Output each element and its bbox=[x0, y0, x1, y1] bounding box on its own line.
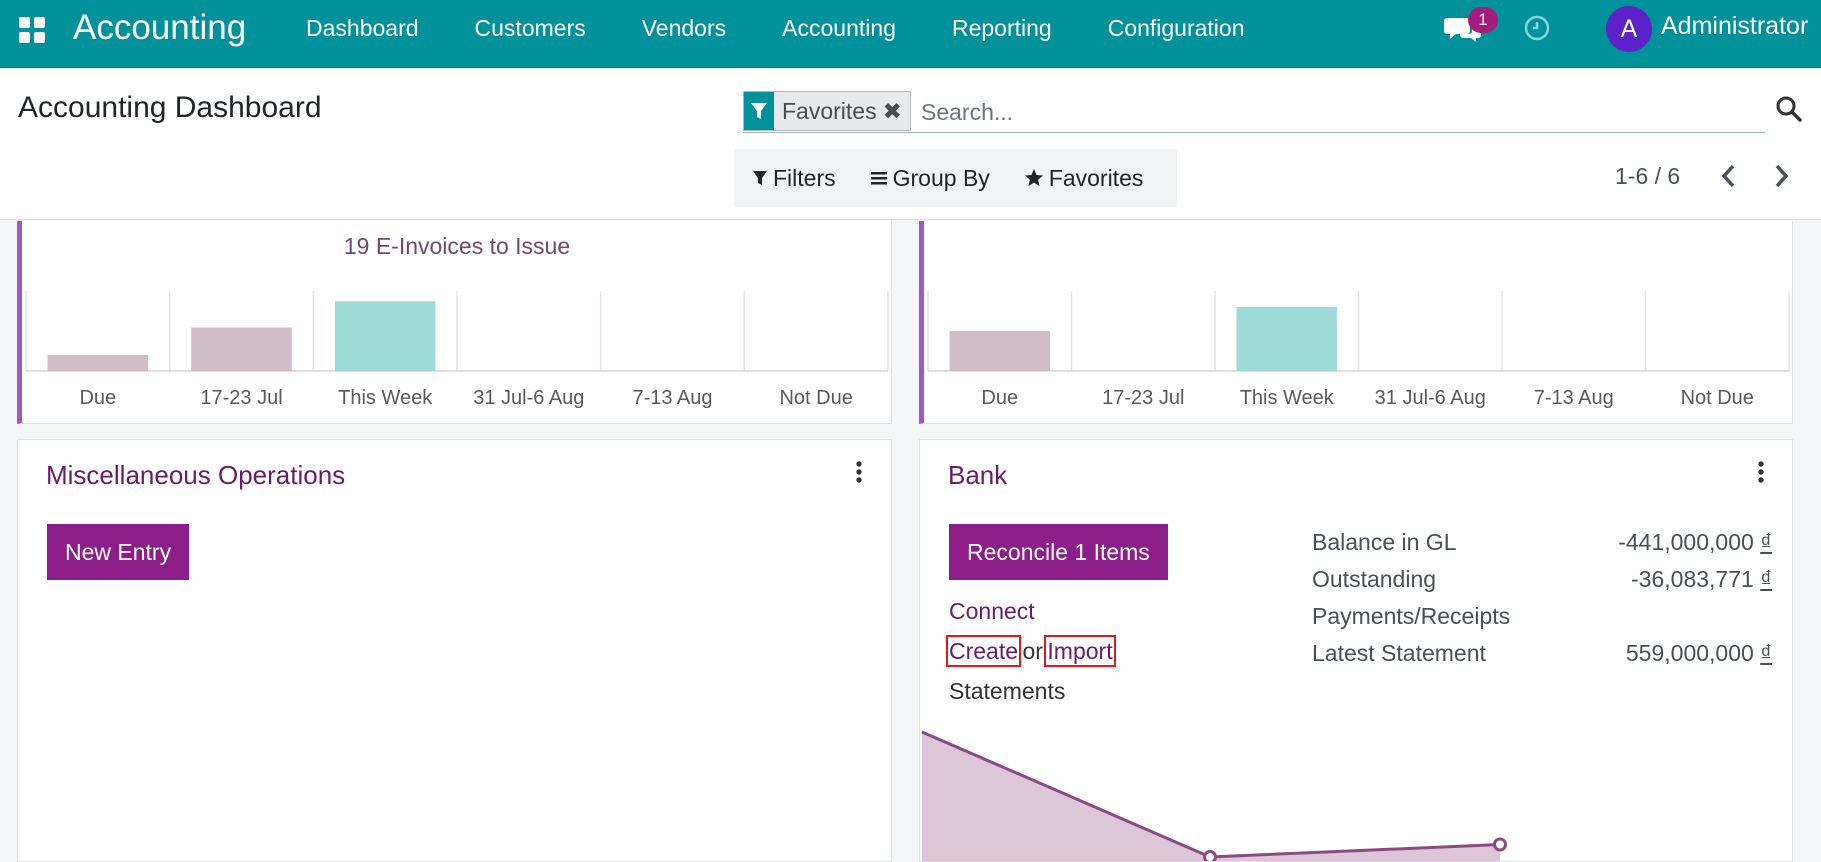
journal-card-sales: 19 E-Invoices to Issue Due 17-23 Jul This … bbox=[17, 221, 892, 424]
x-tick-label: Due bbox=[79, 387, 116, 409]
apps-grid-icon[interactable] bbox=[18, 16, 46, 44]
outstanding-row: Outstanding Payments/Receipts -36,083,77… bbox=[1312, 561, 1772, 635]
latest-statement-label: Latest Statement bbox=[1312, 640, 1486, 666]
currency-symbol: ₫ bbox=[1760, 640, 1772, 666]
statements-text: Statements bbox=[949, 678, 1066, 704]
x-tick-label: Due bbox=[981, 387, 1018, 409]
pager-value[interactable]: 1-6 / 6 bbox=[1615, 163, 1681, 189]
favorites-button[interactable]: Favorites bbox=[1024, 164, 1144, 192]
balance-amount: -441,000,000 bbox=[1618, 529, 1754, 555]
connect-link[interactable]: Connect bbox=[949, 598, 1035, 624]
chevron-right-icon[interactable] bbox=[1768, 161, 1794, 191]
facet-label: Favorites bbox=[782, 98, 877, 124]
currency-symbol: ₫ bbox=[1760, 529, 1772, 555]
facet-remove-icon[interactable]: ✖ bbox=[882, 98, 902, 124]
aging-bar-chart: Due 17-23 Jul This Week 31 Jul-6 Aug 7-13 Au… bbox=[25, 291, 889, 409]
group-by-button[interactable]: Group By bbox=[870, 165, 990, 192]
einvoices-link[interactable]: 19 E-Invoices to Issue bbox=[343, 233, 571, 259]
bar[interactable] bbox=[191, 327, 292, 371]
favorites-label: Favorites bbox=[1048, 164, 1144, 191]
star-icon bbox=[1024, 169, 1043, 186]
top-navbar: Accounting Dashboard Customers Vendors A… bbox=[0, 0, 1821, 68]
balance-row: Balance in GL -441,000,000 ₫ bbox=[1312, 524, 1772, 561]
x-tick-label: This Week bbox=[1240, 387, 1335, 409]
main-menu: Dashboard Customers Vendors Accounting R… bbox=[306, 0, 1273, 56]
balance-value[interactable]: -441,000,000 ₫ bbox=[1618, 524, 1772, 561]
x-tick-label: 17-23 Jul bbox=[200, 387, 282, 409]
menu-vendors[interactable]: Vendors bbox=[641, 15, 727, 41]
x-tick-label: Not Due bbox=[779, 387, 852, 409]
latest-statement-value[interactable]: 559,000,000 ₫ bbox=[1626, 635, 1772, 672]
data-point[interactable] bbox=[1493, 837, 1507, 852]
filter-icon bbox=[753, 171, 767, 185]
currency-symbol: ₫ bbox=[1760, 566, 1772, 592]
area-fill bbox=[922, 732, 1500, 861]
create-link[interactable]: Create bbox=[945, 635, 1022, 667]
menu-customers[interactable]: Customers bbox=[474, 15, 586, 41]
journal-card-misc: Miscellaneous Operations New Entry bbox=[17, 439, 892, 862]
latest-statement-amount: 559,000,000 bbox=[1625, 640, 1754, 666]
latest-statement-row: Latest Statement 559,000,000 ₫ bbox=[1312, 635, 1772, 672]
bar[interactable] bbox=[47, 355, 149, 371]
x-tick-label: 7-13 Aug bbox=[1534, 387, 1614, 409]
or-text: or bbox=[1022, 638, 1043, 664]
menu-configuration[interactable]: Configuration bbox=[1107, 15, 1245, 41]
journal-card-bank: Bank Reconcile 1 Items Connect Create or… bbox=[919, 439, 1793, 862]
search-options-bar: Filters Group By Favorites bbox=[734, 149, 1177, 207]
filters-label: Filters bbox=[773, 164, 836, 191]
filter-icon bbox=[744, 92, 774, 130]
x-tick-label: 31 Jul-6 Aug bbox=[1375, 387, 1486, 409]
card-title[interactable]: Bank bbox=[948, 460, 1008, 490]
chat-count-badge: 1 bbox=[1468, 7, 1498, 33]
x-tick-label: This Week bbox=[338, 387, 433, 409]
outstanding-value[interactable]: -36,083,771 ₫ bbox=[1631, 561, 1772, 598]
bank-balance-line-chart bbox=[921, 730, 1507, 862]
search-icon[interactable] bbox=[1775, 95, 1803, 123]
outstanding-amount: -36,083,771 bbox=[1631, 566, 1754, 592]
x-tick-label: 31 Jul-6 Aug bbox=[473, 387, 584, 409]
kebab-menu-icon[interactable] bbox=[853, 458, 865, 486]
control-panel: Accounting Dashboard Favorites ✖ Filters… bbox=[0, 69, 1821, 220]
import-link[interactable]: Import bbox=[1044, 635, 1116, 667]
list-icon bbox=[870, 172, 887, 185]
search-input[interactable] bbox=[921, 95, 1761, 129]
bar[interactable] bbox=[1236, 307, 1337, 371]
bar[interactable] bbox=[949, 331, 1050, 371]
chevron-left-icon[interactable] bbox=[1716, 161, 1742, 191]
user-name[interactable]: Administrator bbox=[1661, 12, 1809, 40]
page-title: Accounting Dashboard bbox=[18, 91, 322, 124]
kebab-menu-icon[interactable] bbox=[1755, 458, 1767, 486]
bar[interactable] bbox=[334, 301, 436, 371]
menu-dashboard[interactable]: Dashboard bbox=[306, 15, 419, 41]
x-tick-label: 7-13 Aug bbox=[632, 387, 712, 409]
menu-reporting[interactable]: Reporting bbox=[951, 15, 1052, 41]
search-box: Favorites ✖ bbox=[743, 89, 1765, 133]
outstanding-label: Outstanding Payments/Receipts bbox=[1312, 566, 1511, 629]
balance-label: Balance in GL bbox=[1312, 529, 1457, 555]
filters-button[interactable]: Filters bbox=[752, 165, 836, 192]
data-point[interactable] bbox=[1203, 850, 1217, 862]
search-facet: Favorites ✖ bbox=[743, 91, 911, 131]
new-entry-button[interactable]: New Entry bbox=[47, 524, 190, 580]
journal-card-purchases: Due 17-23 Jul This Week 31 Jul-6 Aug 7-13 Au… bbox=[919, 221, 1793, 424]
reconcile-button[interactable]: Reconcile 1 Items bbox=[949, 524, 1168, 580]
card-title[interactable]: Miscellaneous Operations bbox=[46, 460, 346, 490]
clock-icon[interactable] bbox=[1524, 15, 1550, 41]
app-brand[interactable]: Accounting bbox=[73, 8, 247, 47]
menu-accounting[interactable]: Accounting bbox=[782, 15, 896, 41]
group-by-label: Group By bbox=[892, 164, 990, 191]
aging-bar-chart: Due 17-23 Jul This Week 31 Jul-6 Aug 7-13 Au… bbox=[927, 291, 1790, 409]
bank-actions: Connect Create or Import Statements bbox=[945, 593, 1116, 713]
x-tick-label: Not Due bbox=[1681, 387, 1754, 409]
x-tick-label: 17-23 Jul bbox=[1102, 387, 1184, 409]
avatar[interactable]: A bbox=[1606, 6, 1652, 52]
